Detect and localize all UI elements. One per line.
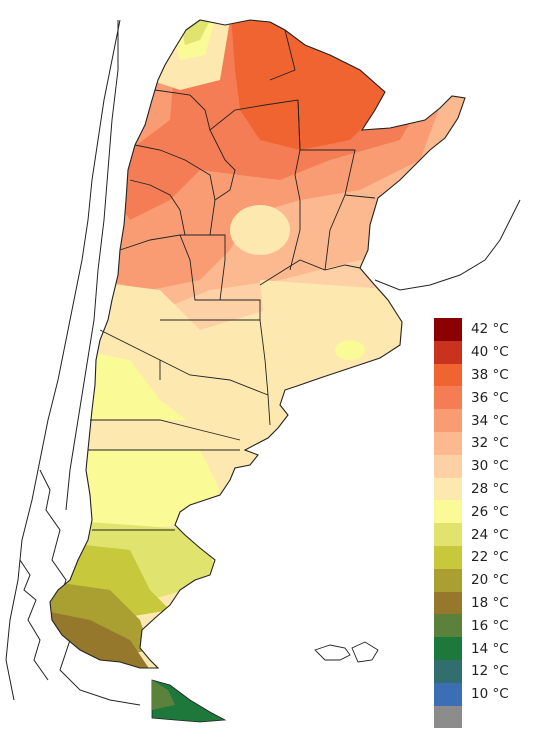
legend-label: 40 °C	[471, 344, 509, 361]
legend-row: 34 °C	[434, 409, 534, 432]
legend-row: 42 °C	[434, 318, 534, 341]
legend-row: 36 °C	[434, 386, 534, 410]
legend-row: 28 °C	[434, 477, 534, 501]
legend-row: 18 °C	[434, 591, 534, 615]
legend-label: 24 °C	[471, 526, 509, 543]
temperature-legend: 42 °C 40 °C 38 °C 36 °C 34 °C 32 °C 30 °C 28 °C…	[434, 318, 534, 729]
legend-row: 16 °C	[434, 614, 534, 638]
legend-swatch	[434, 386, 462, 410]
legend-swatch	[434, 705, 462, 729]
legend-label: 10 °C	[471, 686, 509, 703]
legend-label: 22 °C	[471, 549, 509, 566]
legend-label: 34 °C	[471, 412, 509, 429]
province-borders	[88, 21, 376, 531]
legend-swatch	[434, 614, 462, 638]
legend-swatch	[434, 409, 462, 432]
legend-label: 12 °C	[471, 663, 509, 680]
legend-swatch	[434, 318, 462, 341]
legend-swatch	[434, 431, 462, 455]
legend-row: 24 °C	[434, 523, 534, 546]
legend-swatch	[434, 363, 462, 387]
legend-row: 32 °C	[434, 431, 534, 455]
legend-row: 12 °C	[434, 659, 534, 683]
legend-swatch	[434, 477, 462, 501]
legend-row: 20 °C	[434, 568, 534, 592]
legend-swatch	[434, 659, 462, 683]
legend-swatch	[434, 568, 462, 592]
legend-swatch	[434, 500, 462, 524]
falkland-islands	[314, 641, 379, 663]
legend-label: 30 °C	[471, 458, 509, 475]
legend-swatch	[434, 454, 462, 478]
legend-row	[434, 705, 534, 729]
legend-row: 14 °C	[434, 637, 534, 660]
tierra-del-fuego	[151, 679, 227, 723]
legend-label: 28 °C	[471, 480, 509, 497]
uruguay-coast	[374, 199, 521, 291]
legend-label: 16 °C	[471, 617, 509, 634]
legend-row: 10 °C	[434, 682, 534, 706]
legend-swatch	[434, 591, 462, 615]
legend-label: 36 °C	[471, 389, 509, 406]
legend-swatch	[434, 637, 462, 660]
legend-swatch	[434, 545, 462, 569]
legend-row: 40 °C	[434, 340, 534, 364]
legend-swatch	[434, 523, 462, 546]
legend-row: 26 °C	[434, 500, 534, 524]
legend-label: 32 °C	[471, 435, 509, 452]
legend-label: 26 °C	[471, 503, 509, 520]
legend-label: 20 °C	[471, 572, 509, 589]
legend-row: 22 °C	[434, 545, 534, 569]
legend-label: 14 °C	[471, 640, 509, 657]
legend-label: 18 °C	[471, 594, 509, 611]
legend-label: 38 °C	[471, 366, 509, 383]
legend-row: 38 °C	[434, 363, 534, 387]
legend-row: 30 °C	[434, 454, 534, 478]
legend-swatch	[434, 682, 462, 706]
legend-swatch	[434, 340, 462, 364]
legend-label: 42 °C	[471, 321, 509, 338]
